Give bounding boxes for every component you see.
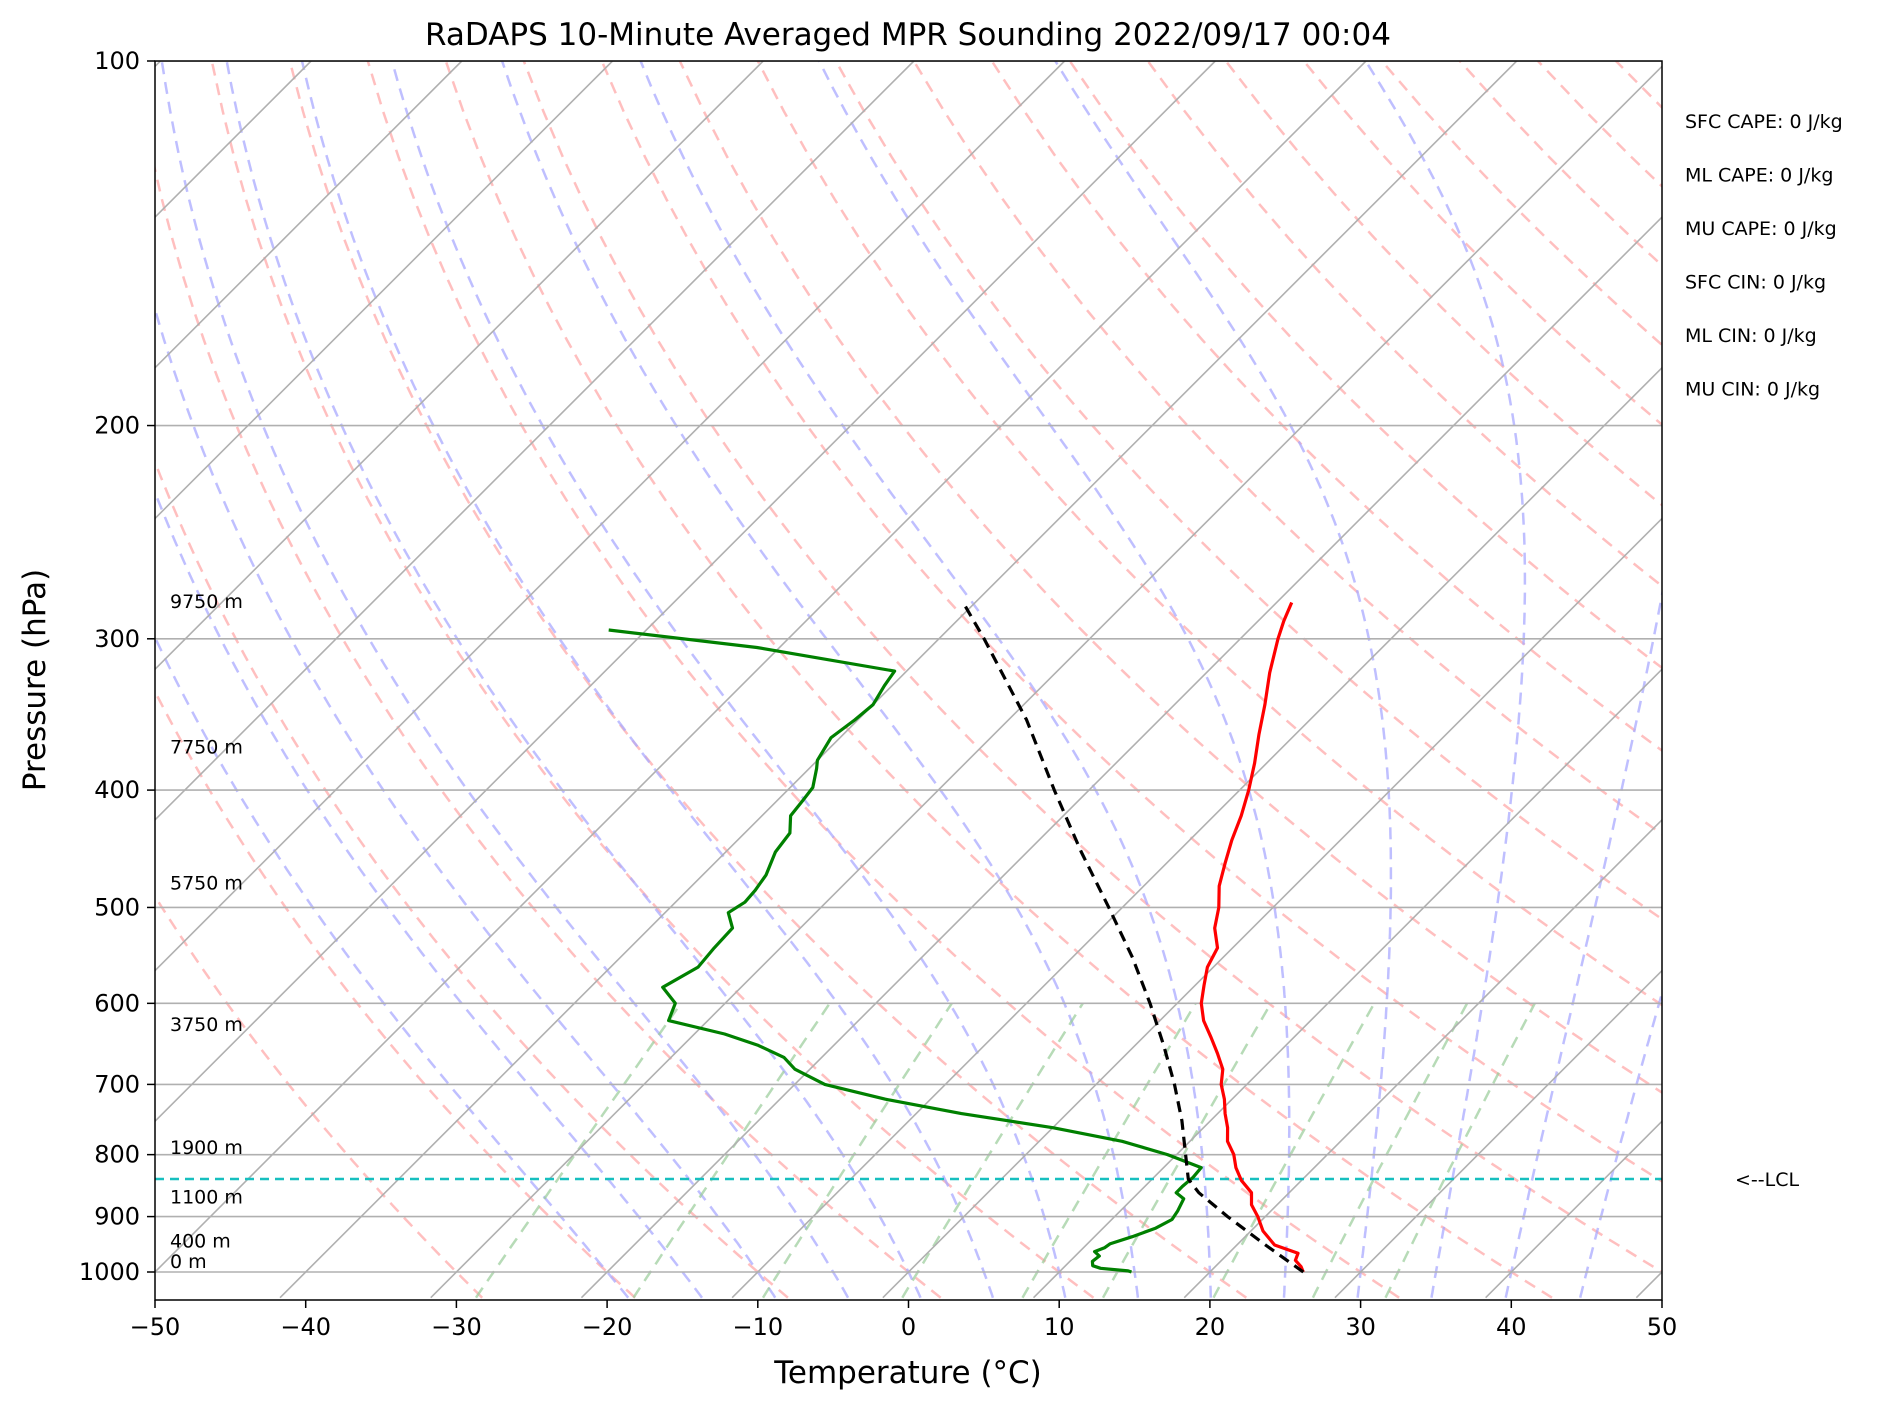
isotherm-line [279, 61, 1518, 1299]
isotherm-line [155, 61, 1216, 1123]
isotherm-line [1032, 668, 1662, 1299]
y-tick-label: 600 [94, 989, 140, 1017]
moist-adiabat-line [155, 634, 630, 1299]
x-tick-label: −10 [732, 1313, 783, 1341]
dry-adiabat-line [444, 61, 1553, 1299]
moist-adiabat-line [1504, 588, 1662, 1298]
moist-adiabat-line [639, 61, 1213, 1298]
x-tick-label: −20 [582, 1313, 633, 1341]
isotherm-line [155, 61, 463, 369]
temperature-profile-line [1199, 601, 1305, 1273]
dry-adiabat-line [834, 61, 1662, 921]
isotherm-line [731, 366, 1662, 1299]
mixing-ratio-line [1212, 1002, 1376, 1299]
index-label: ML CAPE: 0 J/kg [1685, 165, 1833, 187]
y-tick-label: 300 [94, 625, 140, 653]
moist-adiabat-line [155, 305, 777, 1299]
dry-adiabat-line [990, 61, 1662, 753]
isotherm-line [1183, 818, 1662, 1299]
y-tick-label: 700 [94, 1070, 140, 1098]
lcl-label: <--LCL [1735, 1169, 1799, 1191]
height-label: 3750 m [170, 1014, 243, 1036]
mixing-ratio-line [1311, 1002, 1469, 1299]
y-tick-label: 800 [94, 1141, 140, 1169]
y-tick-label: 1000 [79, 1258, 140, 1286]
y-axis-title: Pressure (hPa) [17, 569, 53, 791]
moist-adiabat-line [390, 61, 1067, 1298]
isotherm-line [580, 215, 1662, 1299]
mixing-ratio-line [1021, 1002, 1197, 1299]
dry-adiabat-line [522, 61, 1662, 1274]
index-label: MU CIN: 0 J/kg [1685, 379, 1820, 401]
height-label: 1100 m [170, 1187, 243, 1209]
moist-adiabat-line [500, 61, 1140, 1298]
height-label: 1900 m [170, 1137, 243, 1159]
height-label: 7750 m [170, 737, 243, 759]
isotherm-line [155, 61, 1066, 972]
moist-adiabat-line [817, 61, 1291, 1298]
height-label: 0 m [170, 1251, 207, 1273]
isotherm-line [430, 65, 1662, 1299]
x-tick-label: −50 [130, 1313, 181, 1341]
isotherm-line [155, 61, 764, 671]
x-tick-label: 20 [1195, 1313, 1226, 1341]
height-label: 5750 m [170, 873, 243, 895]
isotherm-line [882, 517, 1662, 1299]
moist-adiabat-line [160, 61, 850, 1299]
height-label: 400 m [170, 1231, 231, 1253]
mixing-ratio-line [761, 1002, 953, 1299]
index-label: SFC CIN: 0 J/kg [1685, 272, 1826, 294]
dry-adiabat-line [210, 61, 1095, 1299]
parcel-profile-line [961, 601, 1305, 1274]
x-axis-title: Temperature (°C) [773, 1355, 1042, 1391]
x-tick-label: 30 [1345, 1313, 1376, 1341]
moist-adiabat-line [155, 488, 704, 1299]
plot-area [155, 61, 1662, 1299]
isotherm-line [155, 61, 915, 822]
mixing-ratio-line [1384, 1002, 1536, 1299]
dry-adiabat-line [678, 61, 1662, 1095]
dry-adiabat-line [155, 893, 484, 1299]
mixing-ratio-line [474, 1002, 682, 1299]
moist-adiabat-line [1364, 61, 1527, 1298]
dewpoint-profile-line [608, 628, 1203, 1274]
isotherm-line [1334, 969, 1662, 1299]
dry-adiabat-line [756, 61, 1662, 1007]
height-label: 9750 m [170, 591, 243, 613]
y-tick-label: 400 [94, 776, 140, 804]
dry-adiabat-line [155, 688, 636, 1299]
moist-adiabat-line [1578, 988, 1662, 1298]
x-tick-label: 0 [901, 1313, 916, 1341]
mixing-ratio-line [632, 1002, 831, 1299]
y-tick-label: 100 [94, 47, 140, 75]
x-tick-label: −30 [431, 1313, 482, 1341]
index-label: ML CIN: 0 J/kg [1685, 325, 1817, 347]
y-tick-label: 200 [94, 412, 140, 440]
dry-adiabat-line [366, 61, 1400, 1299]
dry-adiabat-line [600, 61, 1662, 1183]
isotherm-line [155, 61, 1367, 1274]
moist-adiabat-line [1054, 61, 1393, 1298]
x-tick-label: 50 [1647, 1313, 1678, 1341]
moist-adiabat-line [300, 61, 995, 1299]
index-label: SFC CAPE: 0 J/kg [1685, 111, 1843, 133]
x-tick-label: 40 [1496, 1313, 1527, 1341]
x-tick-label: −40 [280, 1313, 331, 1341]
x-tick-label: 10 [1044, 1313, 1075, 1341]
chart-title: RaDAPS 10-Minute Averaged MPR Sounding 2… [425, 17, 1391, 53]
index-label: MU CAPE: 0 J/kg [1685, 218, 1837, 240]
y-tick-label: 500 [94, 893, 140, 921]
y-tick-label: 900 [94, 1203, 140, 1231]
dry-adiabat-line [912, 61, 1662, 836]
mixing-ratio-line [901, 1002, 1084, 1299]
isotherm-line [155, 61, 614, 520]
mixing-ratio-line [1101, 1002, 1272, 1299]
dry-adiabat-line [288, 61, 1248, 1299]
